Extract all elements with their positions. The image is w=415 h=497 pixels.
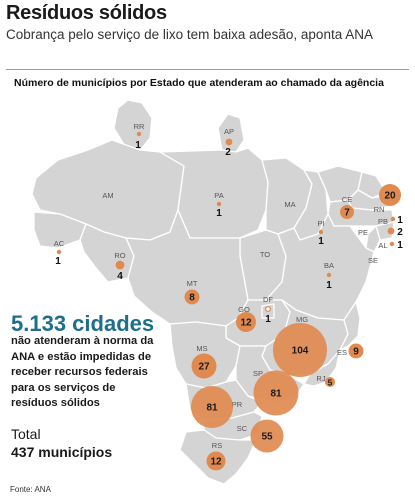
state-label-ro: RO xyxy=(114,251,125,260)
state-label-ba: BA xyxy=(324,261,334,270)
state-label-df: DF xyxy=(263,295,273,304)
total-value: 437 municípios xyxy=(11,444,113,460)
state-label-mt: MT xyxy=(187,279,198,288)
marker-pa xyxy=(216,201,222,207)
marker-pi xyxy=(318,229,324,235)
value-rj: 5 xyxy=(328,378,333,388)
highlight-text: não atenderam à norma da ANA e estão imp… xyxy=(11,335,154,409)
page-subtitle: Cobrança pelo serviço de lixo tem baixa … xyxy=(6,27,373,42)
state-label-to: TO xyxy=(260,250,270,259)
state-label-ms: MS xyxy=(196,344,207,353)
value-rs: 12 xyxy=(210,457,222,468)
value-ap: 2 xyxy=(225,147,231,158)
state-label-pr: PR xyxy=(232,400,243,409)
state-label-se: SE xyxy=(368,256,378,265)
marker-df xyxy=(265,306,272,313)
value-rn: 20 xyxy=(384,191,396,202)
value-pr: 81 xyxy=(206,403,218,414)
map-land xyxy=(31,99,395,485)
value-es: 9 xyxy=(353,347,359,358)
marker-ms xyxy=(191,353,217,379)
state-label-ac: AC xyxy=(54,239,65,248)
value-ro: 4 xyxy=(117,271,123,282)
page-title: Resíduos sólidos xyxy=(6,2,167,24)
state-label-ap: AP xyxy=(224,127,234,136)
state-shape-se xyxy=(365,225,381,253)
value-ms: 27 xyxy=(198,362,210,373)
state-shape-ac xyxy=(33,211,87,249)
state-shape-rj xyxy=(303,349,341,387)
value-ac: 1 xyxy=(55,256,61,267)
state-label-pe: PE xyxy=(358,228,368,237)
value-rr: 1 xyxy=(135,140,141,151)
marker-go xyxy=(236,312,256,332)
header-divider xyxy=(6,69,409,70)
marker-mt xyxy=(184,289,200,305)
marker-pr xyxy=(191,386,233,428)
value-ce: 7 xyxy=(344,208,350,219)
marker-al xyxy=(389,241,395,247)
value-df: 1 xyxy=(265,314,271,325)
value-pi: 1 xyxy=(318,236,324,247)
state-shape-es xyxy=(339,301,361,351)
state-label-am: AM xyxy=(102,191,113,200)
marker-ce xyxy=(340,205,354,219)
state-label-al: AL xyxy=(378,241,387,250)
state-label-pa: PA xyxy=(214,191,223,200)
value-mg: 104 xyxy=(292,346,309,357)
marker-sp xyxy=(253,370,299,416)
marker-es xyxy=(348,343,364,359)
value-sp: 81 xyxy=(270,389,282,400)
marker-ap xyxy=(225,138,233,146)
marker-pb xyxy=(390,216,396,222)
marker-ba xyxy=(326,272,332,278)
map-caption: Número de municípios por Estado que aten… xyxy=(14,77,384,89)
value-markers: 1 2 1 7 20 1 2 1 1 1 4 1 8 1 12 104 9 xyxy=(55,131,403,471)
marker-rs xyxy=(206,451,226,471)
value-ba: 1 xyxy=(326,280,332,291)
value-al: 1 xyxy=(397,240,403,251)
marker-rr xyxy=(136,131,142,137)
state-label-rj: RJ xyxy=(316,374,325,383)
state-label-go: GO xyxy=(238,305,250,314)
value-mt: 8 xyxy=(189,293,195,304)
marker-rn xyxy=(379,184,401,206)
state-label-rr: RR xyxy=(134,122,145,131)
state-labels: RR AP AM PA MA CE RN PB PE AL SE PI AC R… xyxy=(54,122,388,450)
state-label-ce: CE xyxy=(342,195,352,204)
marker-ac xyxy=(56,249,62,255)
state-label-sc: SC xyxy=(237,424,248,433)
total-label: Total xyxy=(11,426,41,442)
state-label-pb: PB xyxy=(378,217,388,226)
state-label-rn: RN xyxy=(374,205,385,214)
value-pb: 1 xyxy=(397,215,403,226)
value-pa: 1 xyxy=(216,208,222,219)
state-label-ma: MA xyxy=(284,200,295,209)
state-shape-rr xyxy=(113,99,153,151)
marker-rj xyxy=(325,377,335,387)
state-label-sp: SP xyxy=(253,369,263,378)
marker-sc xyxy=(250,419,284,453)
state-label-es: ES xyxy=(337,348,347,357)
state-label-pi: PI xyxy=(317,219,324,228)
marker-ro xyxy=(115,260,125,270)
source-note: Fonte: ANA xyxy=(10,485,51,494)
marker-pe xyxy=(387,227,395,235)
marker-mg xyxy=(273,323,327,377)
state-label-mg: MG xyxy=(296,315,308,324)
value-sc: 55 xyxy=(261,432,273,443)
state-label-rs: RS xyxy=(212,441,222,450)
value-pe: 2 xyxy=(397,227,403,238)
highlight-number: 5.133 cidades xyxy=(11,311,155,336)
value-go: 12 xyxy=(240,318,252,329)
